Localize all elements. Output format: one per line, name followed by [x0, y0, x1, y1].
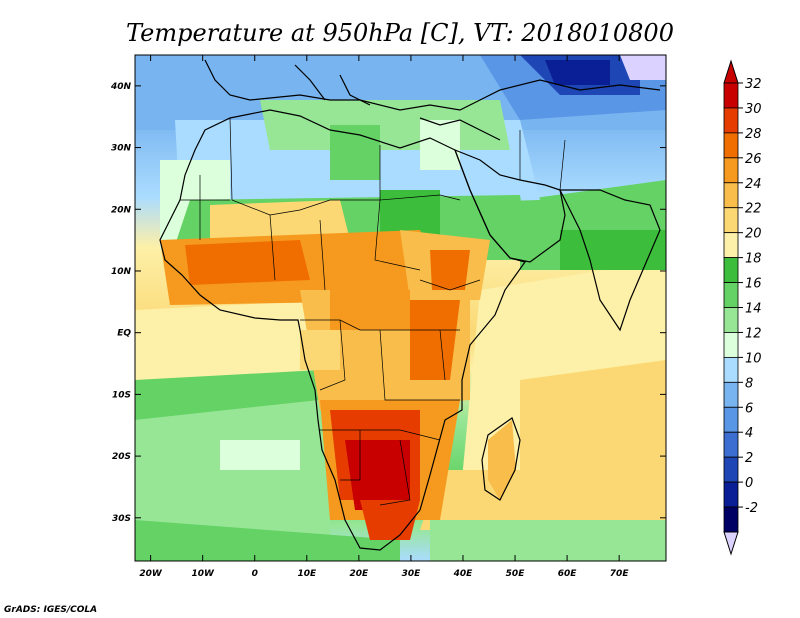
colorbar-tick-label: 12 [745, 326, 762, 341]
colorbar-swatch [723, 481, 739, 508]
coastlines [159, 59, 661, 551]
colorbar-tick-label: 26 [745, 152, 762, 167]
colorbar-tick-label: 2 [745, 451, 753, 466]
colorbar-tick-label: 10 [745, 351, 762, 366]
colorbar-overflow-low [723, 531, 739, 556]
grads-credit: GrADS: IGES/COLA [4, 605, 97, 615]
colorbar-swatch [723, 381, 739, 408]
lon-tick-label: 10W [191, 569, 215, 579]
lon-tick-label: 20W [139, 569, 163, 579]
colorbar-swatch [723, 107, 739, 134]
colorbar-tick-label: 14 [745, 302, 762, 317]
country-borders [180, 117, 566, 506]
lat-tick-label: 10S [112, 390, 131, 400]
colorbar-swatch [723, 82, 739, 109]
lon-tick-label: 50E [506, 569, 526, 579]
colorbar-swatch [723, 282, 739, 308]
colorbar-tick-label: -2 [745, 501, 758, 516]
colorbar-swatch [723, 207, 739, 234]
latitude-axis: 40N 30N 20N 10N EQ 10S 20S 30S [110, 82, 666, 524]
colorbar-swatch [723, 182, 739, 209]
temperature-field [135, 55, 666, 561]
colorbar-swatch [723, 232, 739, 259]
colorbar-swatch [723, 431, 739, 458]
lon-tick-label: 70E [610, 569, 630, 579]
colorbar-tick-label: 30 [745, 102, 762, 117]
colorbar-swatch [723, 257, 739, 283]
colorbar-tick-label: 4 [745, 426, 753, 441]
colorbar-swatch [723, 356, 739, 383]
map-frame [134, 54, 667, 562]
colorbar-swatch [723, 332, 739, 358]
lat-tick-label: 40N [110, 82, 132, 92]
colorbar-tick-label: 28 [745, 127, 762, 142]
colorbar-swatch [723, 456, 739, 483]
colorbar-swatch [723, 406, 739, 433]
colorbar-tick-label: 8 [745, 376, 753, 391]
colorbar-tick-label: 18 [745, 252, 762, 267]
colorbar-swatch [723, 506, 739, 533]
lon-tick-label: 30E [402, 569, 422, 579]
lon-tick-label: 40E [453, 569, 474, 579]
lon-tick-label: 60E [558, 569, 578, 579]
lon-tick-label: 10E [297, 569, 317, 579]
longitude-axis: 20W 10W 0 10E 20E 30E 40E 50E 60E 70E [139, 55, 629, 579]
colorbar-tick-label: 20 [745, 227, 762, 242]
colorbar-tick-label: 22 [745, 202, 762, 217]
lat-tick-label: 20S [112, 452, 131, 462]
lat-tick-label: 10N [111, 267, 132, 277]
colorbar-swatch [723, 132, 739, 159]
lon-tick-label: 0 [252, 569, 258, 579]
colorbar-tick-label: 0 [745, 476, 753, 491]
colorbar-tick-label: 16 [745, 277, 762, 292]
colorbar-tick-label: 6 [745, 401, 753, 416]
colorbar-swatch [723, 157, 739, 184]
colorbar-tick-label: 32 [745, 77, 762, 92]
colorbar-tick-label: 24 [745, 177, 762, 192]
lat-tick-label: 30S [112, 514, 131, 524]
lon-tick-label: 20E [350, 569, 370, 579]
lat-tick-label: 20N [111, 205, 132, 215]
colorbar-overflow-high [723, 59, 739, 84]
lat-tick-label: 30N [111, 144, 132, 154]
colorbar-swatch [723, 307, 739, 333]
lat-tick-label: EQ [117, 329, 131, 339]
map-title: Temperature at 950hPa [C], VT: 201801080… [126, 19, 674, 47]
